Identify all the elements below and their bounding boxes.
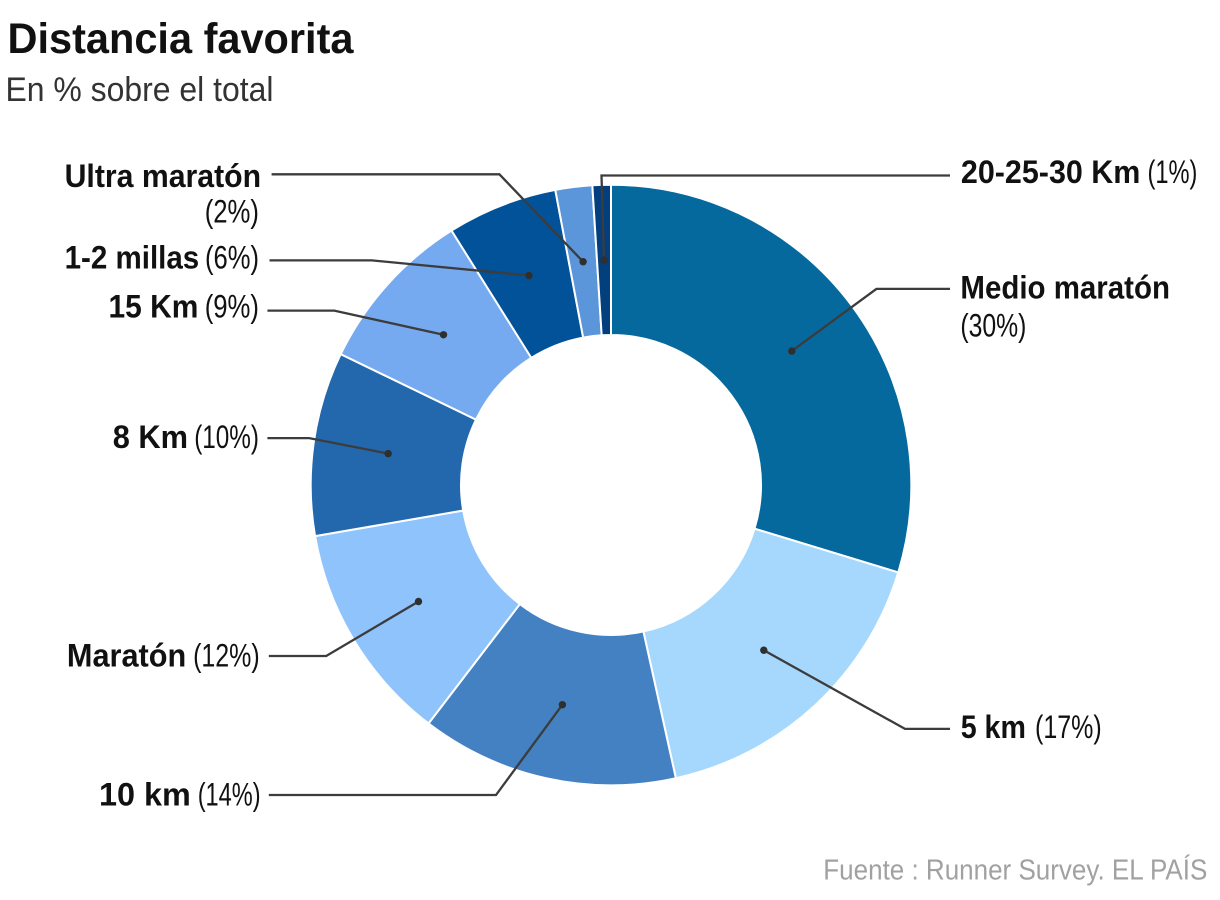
svg-text:1-2 millas: 1-2 millas xyxy=(65,239,200,275)
svg-text:15 Km: 15 Km xyxy=(109,289,199,325)
svg-text:En % sobre el total: En % sobre el total xyxy=(6,71,274,109)
svg-text:20-25-30 Km: 20-25-30 Km xyxy=(961,154,1141,190)
svg-text:Distancia favorita: Distancia favorita xyxy=(8,15,355,63)
svg-text:10 km: 10 km xyxy=(99,777,191,813)
svg-text:5 km: 5 km xyxy=(961,709,1026,745)
svg-text:(12%): (12%) xyxy=(193,638,260,674)
svg-text:8 Km: 8 Km xyxy=(113,419,188,455)
svg-text:(17%): (17%) xyxy=(1035,709,1102,745)
svg-text:(6%): (6%) xyxy=(205,239,259,275)
svg-text:Maratón: Maratón xyxy=(67,638,186,674)
svg-text:Fuente : Runner Survey. EL PAÍ: Fuente : Runner Survey. EL PAÍS xyxy=(823,854,1207,887)
svg-text:(30%): (30%) xyxy=(960,308,1026,344)
svg-text:(2%): (2%) xyxy=(205,194,259,230)
svg-text:Ultra maratón: Ultra maratón xyxy=(65,158,262,194)
svg-text:Medio maratón: Medio maratón xyxy=(960,270,1170,306)
svg-text:(1%): (1%) xyxy=(1148,154,1198,190)
svg-text:(10%): (10%) xyxy=(194,419,259,455)
svg-text:(9%): (9%) xyxy=(205,289,259,325)
svg-text:(14%): (14%) xyxy=(198,777,261,813)
